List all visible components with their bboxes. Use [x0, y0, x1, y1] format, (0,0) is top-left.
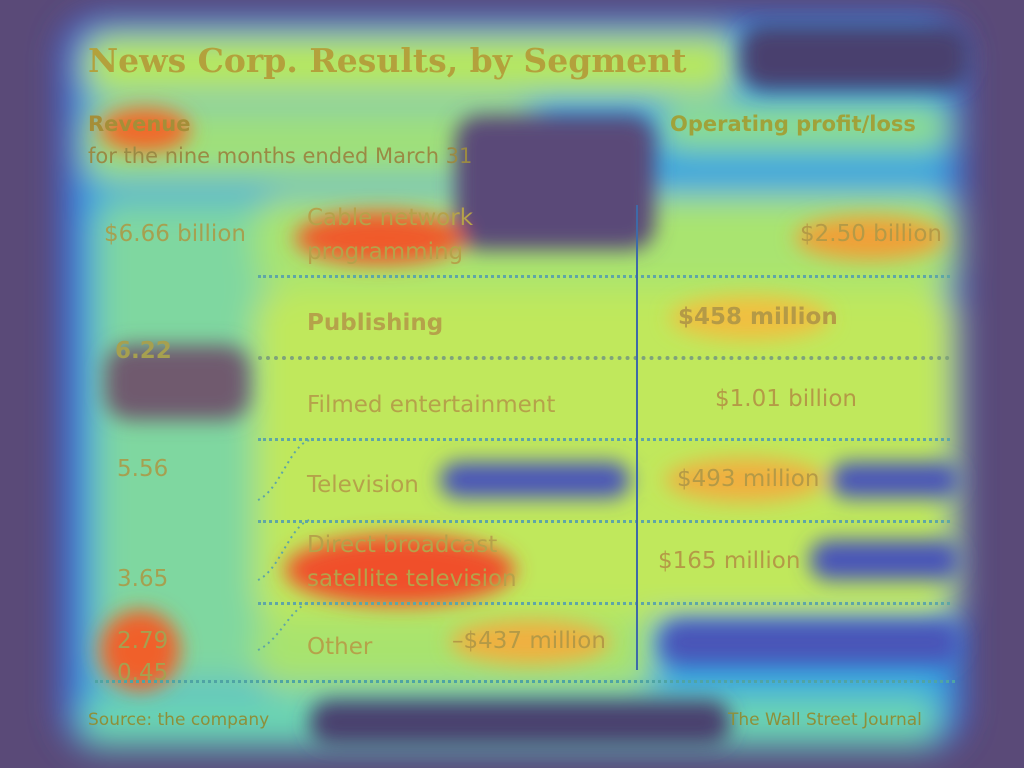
revenue-subheader: for the nine months ended March 31: [88, 144, 473, 168]
segment-name: Other: [307, 630, 372, 664]
segment-name-line: Publishing: [307, 310, 444, 336]
profit-header: Operating profit/loss: [670, 112, 916, 136]
segment-name-line: Direct broadcast: [307, 532, 498, 558]
row-divider: [258, 602, 950, 605]
source-note: Source: the company: [88, 710, 270, 730]
revenue-label: 3.65: [117, 566, 169, 592]
profit-label: $165 million: [658, 548, 801, 574]
row-divider: [258, 520, 950, 523]
segment-name-line: Other: [307, 634, 373, 660]
revenue-label: 0.45: [117, 660, 169, 686]
profit-label: $2.50 billion: [800, 221, 942, 247]
profit-label: $1.01 billion: [715, 386, 857, 412]
segment-name-line: Television: [307, 472, 419, 498]
segment-name: Publishing: [307, 306, 443, 340]
profit-label: $493 million: [677, 466, 820, 492]
bottom-rule: [95, 680, 955, 683]
segment-name-line: programming: [307, 239, 464, 265]
profit-label: –$437 million: [452, 628, 606, 654]
segment-name-line: Cable network: [307, 205, 474, 231]
credit-note: The Wall Street Journal: [728, 710, 922, 730]
revenue-label: 2.79: [117, 628, 169, 654]
chart-title: News Corp. Results, by Segment: [88, 41, 687, 80]
revenue-label: 6.22: [115, 338, 172, 364]
revenue-label: $6.66 billion: [104, 221, 246, 247]
column-separator: [636, 205, 638, 670]
segment-name: Direct broadcast satellite television: [307, 528, 517, 596]
profit-label: $458 million: [678, 304, 838, 330]
row-divider: [258, 356, 950, 360]
segment-name-line: satellite television: [307, 566, 517, 592]
segment-name: Filmed entertainment: [307, 388, 555, 422]
segment-name: Television: [307, 468, 419, 502]
revenue-header: Revenue: [88, 112, 191, 136]
segment-name: Cable network programming: [307, 201, 473, 269]
row-divider: [258, 438, 950, 441]
revenue-label: 5.56: [117, 456, 169, 482]
segment-name-line: Filmed entertainment: [307, 392, 556, 418]
row-divider: [258, 275, 950, 278]
